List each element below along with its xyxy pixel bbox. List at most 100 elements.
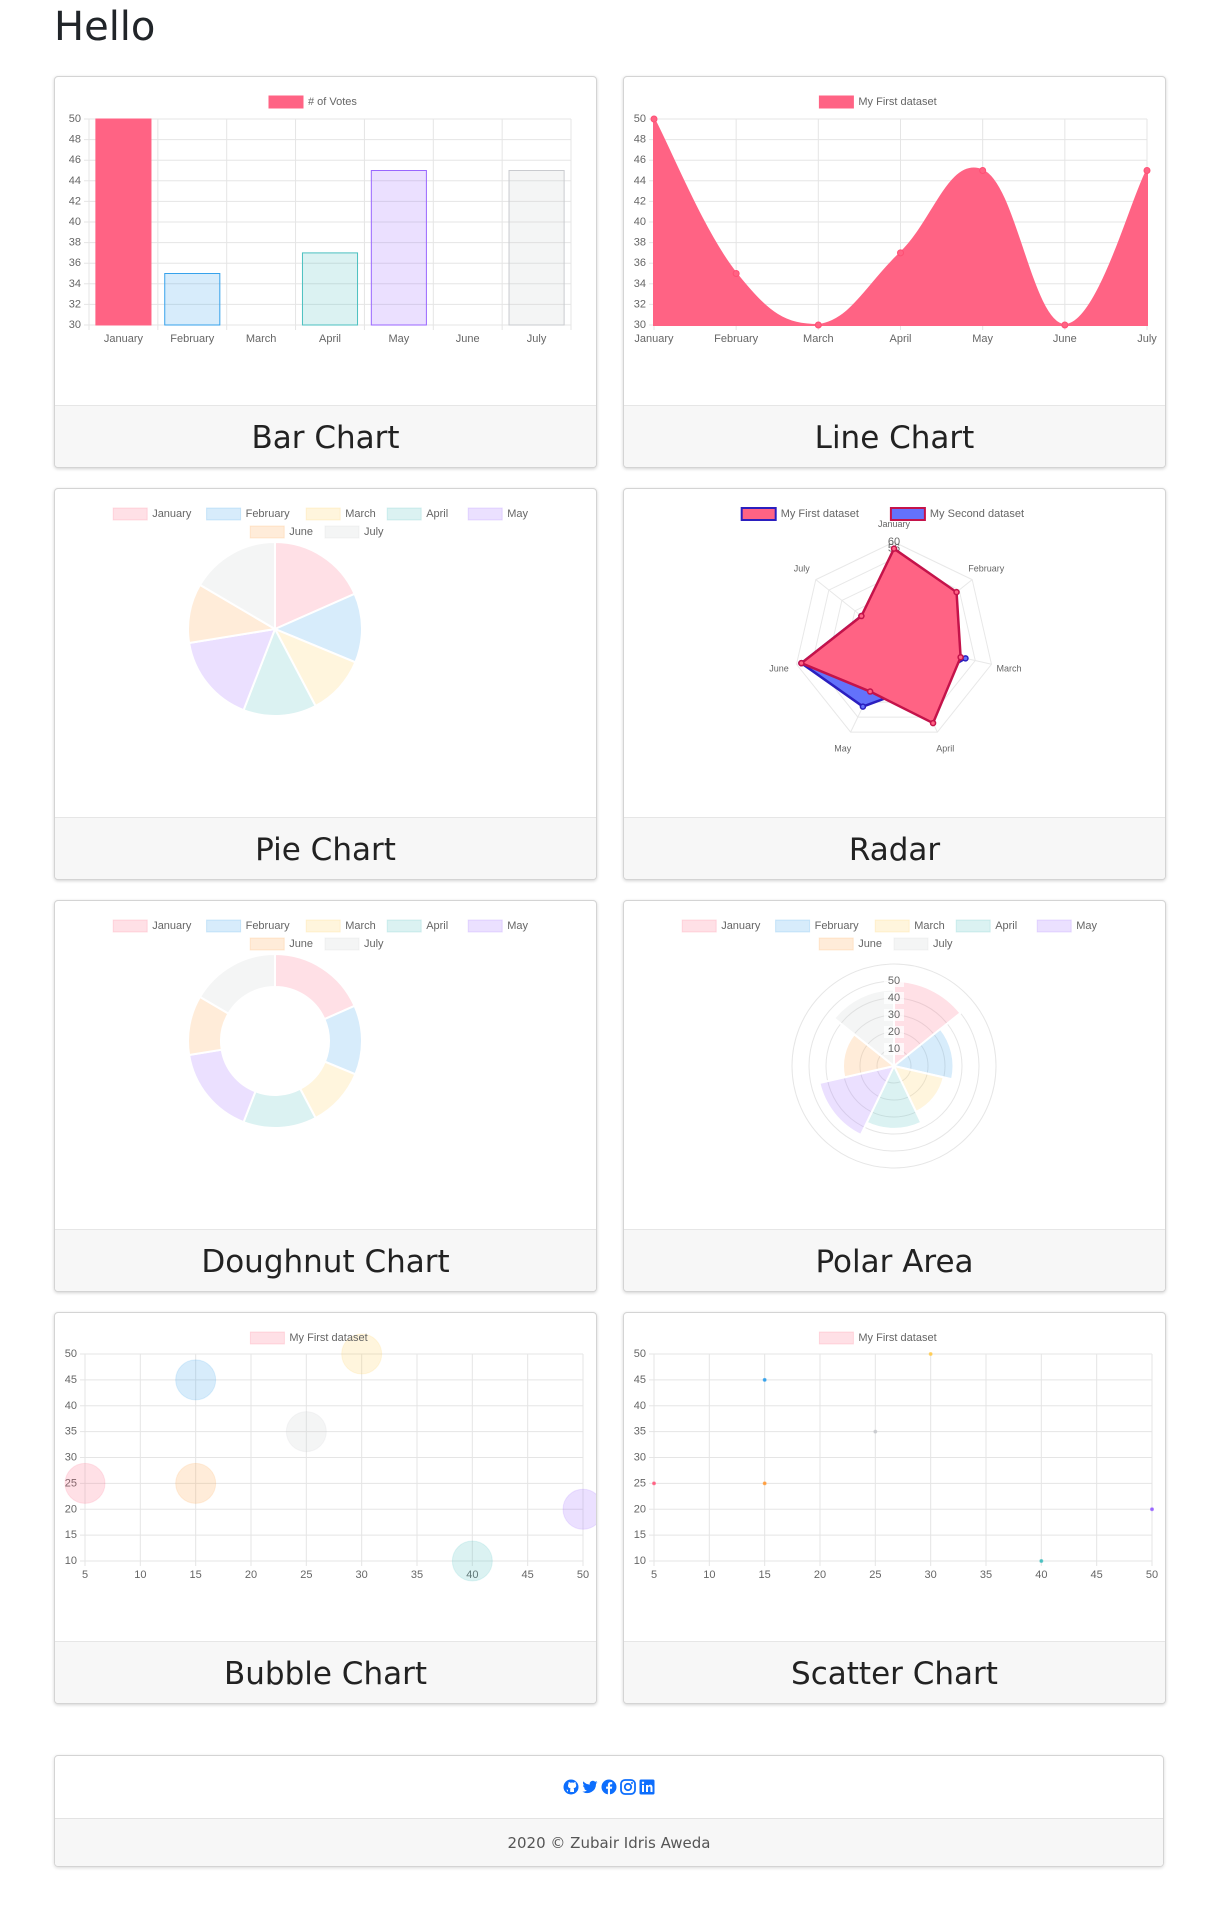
scatter-point: [652, 1481, 656, 1486]
linkedin-icon[interactable]: [639, 1779, 655, 1795]
x-tick-label: 30: [925, 1569, 937, 1581]
legend-label: My First dataset: [289, 1332, 367, 1344]
legend-swatch: [874, 919, 910, 933]
y-tick-label: 50: [634, 1348, 646, 1360]
data-point: [798, 659, 805, 667]
y-tick-label: 50: [65, 1348, 77, 1360]
line-chart[interactable]: 30 32 34 36 38 40 42 44 46 48 50 January February Mar…: [624, 77, 1165, 407]
scatter-chart-card: 10 15 20 25 30 35 40 45 50 5 10 15 20 25 30 35 40 45 50 My …: [623, 1312, 1166, 1704]
y-tick-label: 35: [65, 1426, 77, 1438]
data-point: [953, 588, 960, 596]
line-chart-card: 30 32 34 36 38 40 42 44 46 48 50 January February Mar…: [623, 76, 1166, 468]
legend-swatch: [206, 919, 242, 933]
slice: [274, 952, 356, 1021]
r-tick-label: 60: [888, 536, 900, 548]
x-tick-label: 5: [651, 1569, 657, 1581]
x-tick-label: April: [889, 333, 911, 345]
polar-area-chart[interactable]: January February March April May June July 10 20…: [624, 901, 1165, 1231]
bar: [508, 170, 565, 326]
doughnut-chart[interactable]: January February March April May June July: [55, 901, 596, 1231]
point-label: February: [968, 563, 1005, 573]
data-point: [1143, 167, 1151, 174]
radar-chart-card: My First dataset My Second dataset January…: [623, 488, 1166, 880]
bubble-chart[interactable]: 10 15 20 25 30 35 40 45 50 5 10 15 20 25 30 35 40 45 50 My …: [55, 1313, 596, 1643]
bar-chart[interactable]: 30 32 34 36 38 40 42 44 46 48 50 January February Mar…: [55, 77, 596, 407]
y-tick-label: 48: [634, 134, 646, 146]
y-tick-label: 46: [634, 154, 646, 166]
legend-swatch: [467, 507, 503, 521]
legend-label: March: [345, 920, 376, 932]
tick-backdrop: [884, 992, 904, 1004]
y-tick-label: 45: [634, 1374, 646, 1386]
legend-label: March: [345, 508, 376, 520]
pie-chart[interactable]: January February March April May June July: [55, 489, 596, 819]
slice: [198, 540, 276, 631]
bubble: [175, 1462, 217, 1504]
y-tick-label: 45: [65, 1374, 77, 1386]
x-tick-label: March: [246, 333, 277, 345]
legend-swatch: [324, 937, 360, 951]
x-tick-label: April: [319, 333, 341, 345]
y-tick-label: 40: [65, 1400, 77, 1412]
legend-label: June: [858, 938, 882, 950]
y-tick-label: 36: [634, 257, 646, 269]
bubble: [341, 1333, 383, 1375]
bar: [370, 170, 427, 326]
x-tick-label: July: [527, 333, 547, 345]
x-tick-label: 5: [82, 1569, 88, 1581]
data-point: [650, 115, 658, 123]
facebook-icon[interactable]: [601, 1779, 617, 1795]
tick-backdrop: [884, 1009, 904, 1021]
x-tick-label: 40: [1035, 1569, 1047, 1581]
y-tick-label: 20: [634, 1503, 646, 1515]
y-tick-label: 15: [65, 1529, 77, 1541]
point-label: April: [936, 743, 954, 753]
x-tick-label: June: [1053, 333, 1077, 345]
slice: [187, 1048, 257, 1124]
x-tick-label: 35: [411, 1569, 423, 1581]
x-tick-label: 25: [869, 1569, 881, 1581]
page-title: Hello: [54, 4, 156, 50]
r-tick-label: 20: [888, 1026, 900, 1038]
x-tick-label: 40: [466, 1569, 478, 1581]
card-title: Polar Area: [624, 1229, 1165, 1291]
card-title: Bubble Chart: [55, 1641, 596, 1703]
legend-swatch: [324, 525, 360, 539]
y-tick-label: 34: [69, 278, 81, 290]
x-tick-label: May: [972, 333, 993, 345]
bar: [164, 273, 221, 326]
legend-label: February: [815, 920, 860, 932]
github-icon[interactable]: [563, 1779, 579, 1795]
card-title: Pie Chart: [55, 817, 596, 879]
legend-swatch: [386, 919, 422, 933]
legend-label: June: [289, 938, 313, 950]
legend-label: My First dataset: [858, 96, 936, 108]
point-label: May: [834, 743, 852, 753]
data-point: [957, 653, 964, 661]
x-tick-label: July: [1137, 333, 1157, 345]
data-point: [858, 612, 865, 620]
legend-label: January: [152, 920, 192, 932]
legend-swatch: [249, 1331, 285, 1345]
bubble-chart-card: 10 15 20 25 30 35 40 45 50 5 10 15 20 25 30 35 40 45 50 My …: [54, 1312, 597, 1704]
scatter-chart[interactable]: 10 15 20 25 30 35 40 45 50 5 10 15 20 25 30 35 40 45 50 My …: [624, 1313, 1165, 1643]
legend-label: June: [289, 526, 313, 538]
slice: [242, 626, 317, 717]
radar-chart[interactable]: My First dataset My Second dataset January…: [624, 489, 1165, 819]
x-tick-label: 45: [522, 1569, 534, 1581]
data-point: [979, 167, 987, 174]
polar-area-chart-card: January February March April May June July 10 20…: [623, 900, 1166, 1292]
card-title: Doughnut Chart: [55, 1229, 596, 1291]
polar-slice: [891, 1027, 955, 1081]
y-tick-label: 32: [69, 298, 81, 310]
legend-label: April: [426, 508, 448, 520]
y-tick-label: 32: [634, 298, 646, 310]
twitter-icon[interactable]: [582, 1779, 598, 1795]
instagram-icon[interactable]: [620, 1779, 636, 1795]
data-point: [929, 719, 937, 727]
card-title: Bar Chart: [55, 405, 596, 467]
r-tick-label: 50: [888, 975, 900, 987]
y-tick-label: 44: [634, 175, 646, 187]
legend-swatch: [249, 937, 285, 951]
x-tick-label: February: [170, 333, 215, 345]
